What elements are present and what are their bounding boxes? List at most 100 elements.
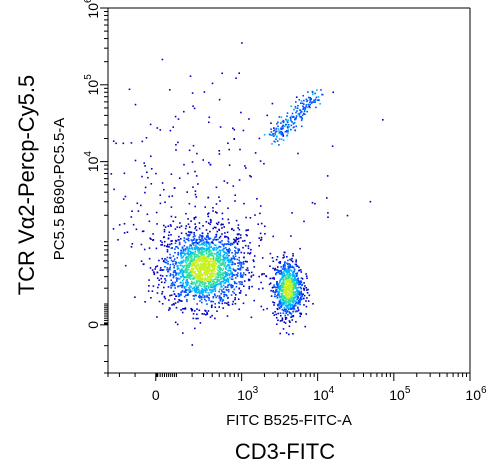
event-dot — [235, 294, 237, 296]
plot-frame — [107, 7, 471, 374]
event-dot — [206, 245, 208, 248]
event-dot — [227, 207, 229, 209]
event-dot — [296, 110, 298, 112]
event-dot — [212, 283, 214, 286]
event-dot — [225, 294, 227, 296]
event-dot — [184, 268, 186, 271]
event-dot — [287, 281, 289, 283]
event-dot — [182, 270, 185, 272]
event-dot — [225, 279, 228, 281]
event-dot — [180, 225, 183, 227]
event-dot — [303, 289, 305, 291]
event-dot — [317, 99, 320, 101]
event-dot — [294, 287, 297, 290]
event-dot — [199, 244, 201, 246]
event-dot — [185, 289, 187, 292]
event-dot — [226, 254, 228, 257]
event-dot — [184, 252, 186, 255]
event-dot — [177, 267, 180, 270]
event-dot — [300, 269, 302, 271]
event-dot — [200, 291, 203, 293]
event-dot — [277, 319, 279, 322]
event-dot — [189, 75, 192, 77]
event-dot — [160, 281, 163, 283]
event-dot — [289, 300, 292, 303]
event-dot — [213, 285, 215, 288]
event-dot — [305, 105, 308, 108]
event-dot — [200, 269, 202, 271]
event-dot — [287, 119, 289, 121]
event-dot — [272, 260, 275, 263]
event-dot — [196, 282, 198, 284]
event-dot — [195, 277, 198, 280]
event-dot — [288, 298, 291, 301]
event-dot — [242, 129, 245, 132]
event-dot — [292, 282, 295, 284]
event-dot — [209, 269, 211, 272]
event-dot — [194, 250, 197, 253]
event-dot — [204, 271, 206, 274]
event-dot — [212, 266, 214, 269]
event-dot — [202, 273, 204, 275]
event-dot — [292, 280, 294, 282]
event-dot — [231, 275, 234, 277]
event-dot — [214, 288, 217, 290]
event-dot — [213, 252, 215, 255]
event-dot — [218, 302, 221, 304]
event-dot — [193, 217, 196, 219]
event-dot — [198, 250, 200, 252]
event-dot — [195, 175, 198, 177]
event-dot — [249, 253, 251, 255]
event-dot — [242, 246, 244, 249]
event-dot — [196, 289, 198, 291]
event-dot — [232, 229, 235, 232]
event-dot — [209, 230, 211, 233]
event-dot — [204, 270, 206, 273]
event-dot — [217, 246, 220, 249]
event-dot — [304, 325, 306, 328]
event-dot — [307, 288, 309, 291]
event-dot — [272, 235, 274, 238]
event-dot — [170, 242, 173, 245]
event-dot — [196, 308, 198, 310]
event-dot — [187, 237, 190, 240]
event-dot — [228, 164, 231, 166]
event-dot — [201, 288, 203, 290]
event-dot — [191, 247, 193, 250]
event-dot — [295, 284, 297, 287]
event-dot — [201, 292, 204, 294]
event-dot — [303, 304, 305, 306]
event-dot — [194, 227, 196, 230]
event-dot — [281, 125, 284, 127]
event-dot — [284, 283, 287, 285]
event-dot — [173, 265, 176, 267]
event-dot — [193, 233, 195, 236]
event-dot — [280, 133, 282, 135]
event-dot — [190, 231, 193, 234]
event-dot — [222, 280, 225, 282]
event-dot — [160, 244, 162, 246]
event-dot — [291, 281, 293, 283]
event-dot — [189, 261, 192, 264]
event-dot — [242, 274, 244, 276]
event-dot — [156, 316, 158, 318]
event-dot — [222, 274, 225, 277]
event-dot — [260, 305, 263, 308]
event-dot — [124, 195, 127, 198]
event-dot — [198, 288, 200, 291]
event-dot — [155, 172, 157, 175]
event-dot — [227, 284, 229, 286]
event-dot — [207, 271, 209, 273]
event-dot — [206, 279, 208, 282]
event-dot — [297, 104, 299, 107]
event-dot — [288, 295, 291, 298]
event-dot — [227, 296, 229, 299]
event-dot — [174, 287, 176, 289]
event-dot — [189, 255, 192, 258]
event-dot — [300, 287, 303, 290]
event-dot — [285, 269, 287, 272]
event-dot — [186, 259, 189, 261]
event-dot — [164, 266, 166, 268]
event-dot — [209, 223, 211, 226]
event-dot — [283, 289, 285, 291]
